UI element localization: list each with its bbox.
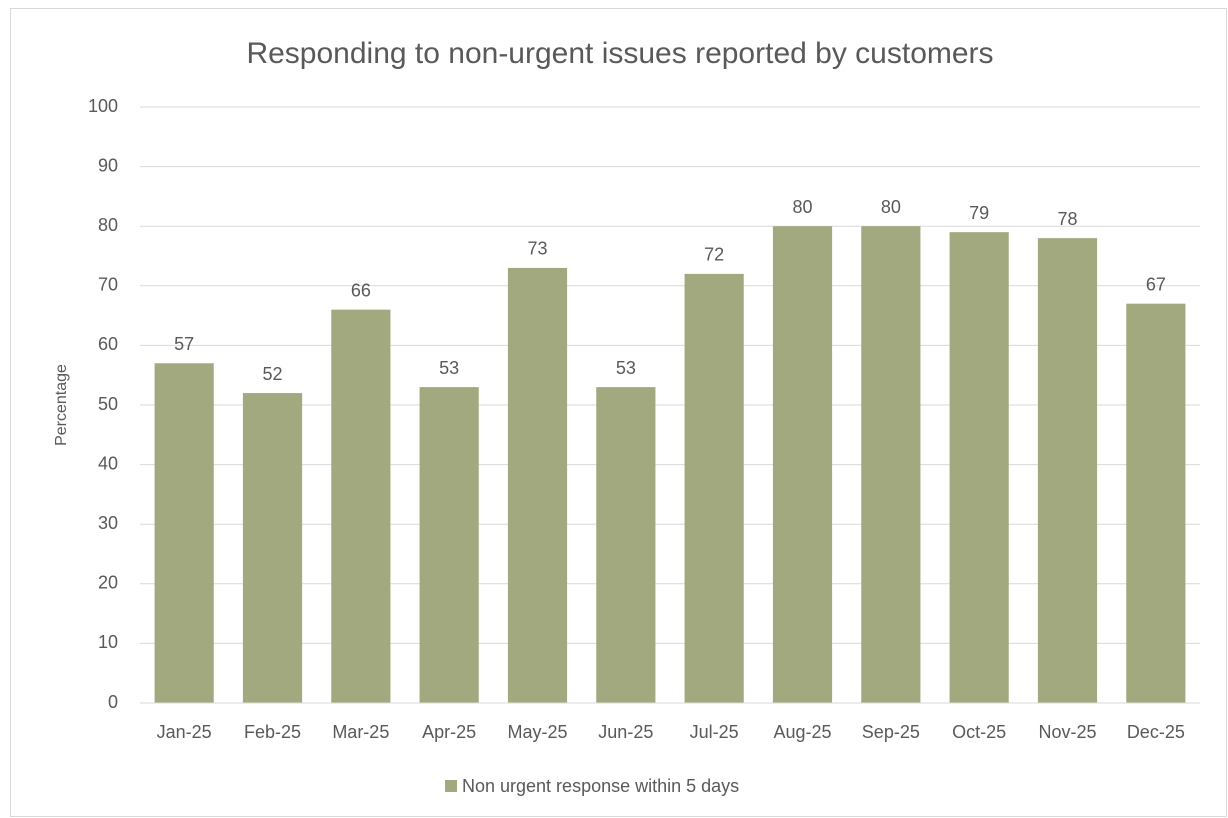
x-tick-label: Jun-25 bbox=[598, 722, 653, 742]
bar bbox=[861, 226, 921, 703]
x-tick-label: Feb-25 bbox=[244, 722, 301, 742]
data-label: 80 bbox=[881, 197, 901, 217]
y-tick-label: 30 bbox=[98, 513, 118, 533]
y-tick-label: 0 bbox=[108, 692, 118, 712]
chart-title: Responding to non-urgent issues reported… bbox=[246, 37, 993, 70]
data-label: 78 bbox=[1057, 209, 1077, 229]
bar bbox=[772, 226, 833, 703]
bar bbox=[684, 273, 744, 703]
bar bbox=[1126, 303, 1186, 703]
data-label: 80 bbox=[792, 197, 812, 217]
y-axis-label: Percentage bbox=[53, 364, 70, 446]
data-label: 72 bbox=[704, 245, 724, 265]
x-tick-label: Aug-25 bbox=[773, 722, 831, 742]
y-tick-label: 40 bbox=[98, 453, 118, 473]
x-tick-label: Oct-25 bbox=[952, 722, 1006, 742]
bar bbox=[154, 363, 214, 703]
y-tick-label: 100 bbox=[88, 96, 118, 116]
x-tick-label: Nov-25 bbox=[1038, 722, 1096, 742]
y-tick-label: 50 bbox=[98, 394, 118, 414]
data-label: 53 bbox=[439, 358, 459, 378]
data-label: 67 bbox=[1146, 274, 1166, 294]
x-tick-label: Apr-25 bbox=[422, 722, 476, 742]
bar bbox=[331, 309, 391, 703]
data-label: 53 bbox=[616, 358, 636, 378]
x-tick-label: May-25 bbox=[507, 722, 567, 742]
bar bbox=[596, 387, 656, 703]
data-label: 73 bbox=[527, 239, 547, 259]
bar bbox=[419, 387, 479, 703]
bar bbox=[507, 267, 568, 703]
legend-swatch bbox=[445, 780, 457, 792]
bar bbox=[1037, 238, 1098, 703]
x-tick-label: Dec-25 bbox=[1127, 722, 1185, 742]
bar bbox=[949, 232, 1009, 703]
y-tick-label: 10 bbox=[98, 632, 118, 652]
y-tick-label: 70 bbox=[98, 275, 118, 295]
y-tick-label: 20 bbox=[98, 573, 118, 593]
y-tick-label: 80 bbox=[98, 215, 118, 235]
data-label: 66 bbox=[351, 280, 371, 300]
x-tick-label: Mar-25 bbox=[332, 722, 389, 742]
legend-label: Non urgent response within 5 days bbox=[462, 776, 739, 796]
x-tick-label: Sep-25 bbox=[862, 722, 920, 742]
data-label: 79 bbox=[969, 203, 989, 223]
data-label: 57 bbox=[174, 334, 194, 354]
x-tick-label: Jan-25 bbox=[157, 722, 212, 742]
y-tick-label: 90 bbox=[98, 155, 118, 175]
data-label: 52 bbox=[262, 364, 282, 384]
x-tick-label: Jul-25 bbox=[690, 722, 739, 742]
y-tick-label: 60 bbox=[98, 334, 118, 354]
bar bbox=[242, 393, 303, 703]
